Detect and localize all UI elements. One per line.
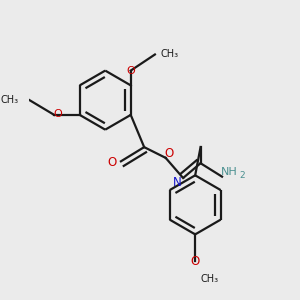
- Text: CH₃: CH₃: [160, 50, 179, 59]
- Text: CH₃: CH₃: [201, 274, 219, 284]
- Text: O: O: [164, 147, 173, 160]
- Text: N: N: [173, 176, 182, 189]
- Text: O: O: [107, 157, 117, 169]
- Text: O: O: [53, 110, 62, 119]
- Text: NH: NH: [221, 167, 238, 177]
- Text: O: O: [126, 66, 135, 76]
- Text: O: O: [190, 255, 200, 268]
- Text: CH₃: CH₃: [1, 95, 19, 105]
- Text: 2: 2: [239, 171, 245, 180]
